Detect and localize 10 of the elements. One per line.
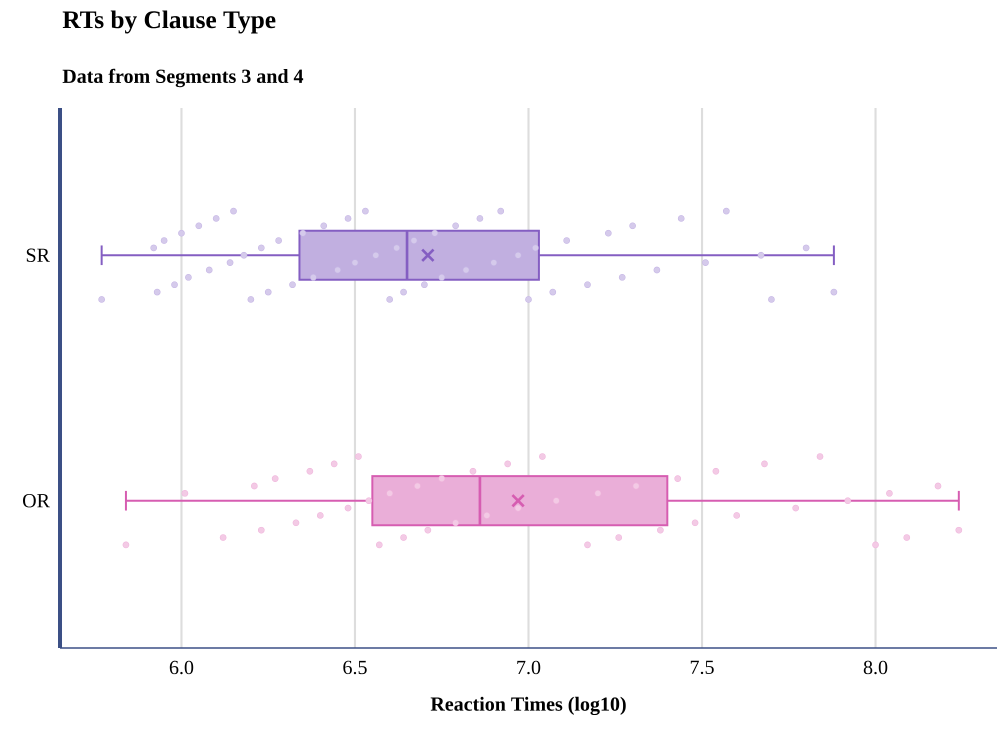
x-tick-label: 6.5: [343, 660, 367, 674]
x-tick-label: 6.0: [170, 660, 194, 674]
y-tick-label: OR: [22, 494, 50, 508]
x-tick-label: 7.5: [690, 660, 714, 674]
x-axis-title: Reaction Times (log10): [430, 696, 626, 716]
y-tick-label: SR: [26, 248, 50, 262]
chart-title: RTs by Clause Type: [62, 10, 276, 34]
x-tick-label: 7.0: [517, 660, 540, 674]
chart-subtitle: Data from Segments 3 and 4: [62, 68, 304, 88]
x-tick-label: 8.0: [864, 660, 888, 674]
